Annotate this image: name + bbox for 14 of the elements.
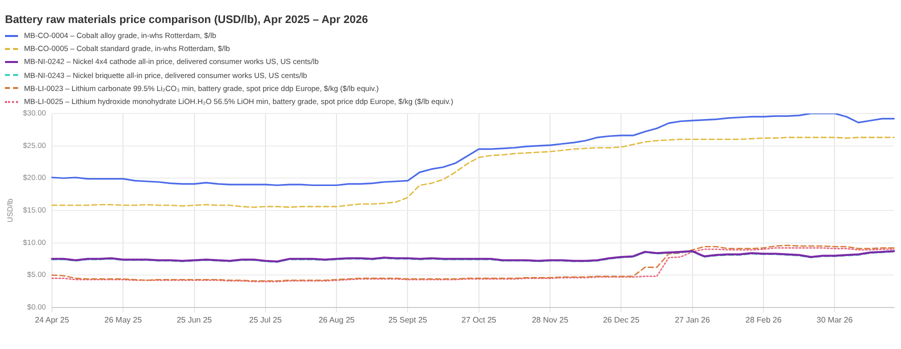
chart-title: Battery raw materials price comparison (USD/lb), Apr 2025 – Apr 2026 [5, 14, 368, 26]
x-tick-label: 30 Mar 26 [816, 315, 854, 324]
x-tick-label: 26 Aug 25 [318, 315, 356, 324]
x-tick-label: 28 Feb 26 [746, 315, 782, 324]
x-tick-label: 25 Jul 25 [249, 315, 282, 324]
x-tick-label: 27 Oct 25 [462, 315, 497, 324]
x-tick-label: 25 Sept 25 [388, 315, 428, 324]
x-tick-label: 24 Apr 25 [34, 315, 70, 324]
x-tick-label: 25 Jun 25 [176, 315, 212, 324]
line-series [51, 136, 895, 208]
x-tick-label: 26 May 25 [104, 315, 142, 324]
x-tick-label: 27 Jan 26 [674, 315, 710, 324]
x-tick-label: 28 Nov 25 [532, 315, 569, 324]
x-tick-label: 26 Dec 25 [602, 315, 640, 324]
